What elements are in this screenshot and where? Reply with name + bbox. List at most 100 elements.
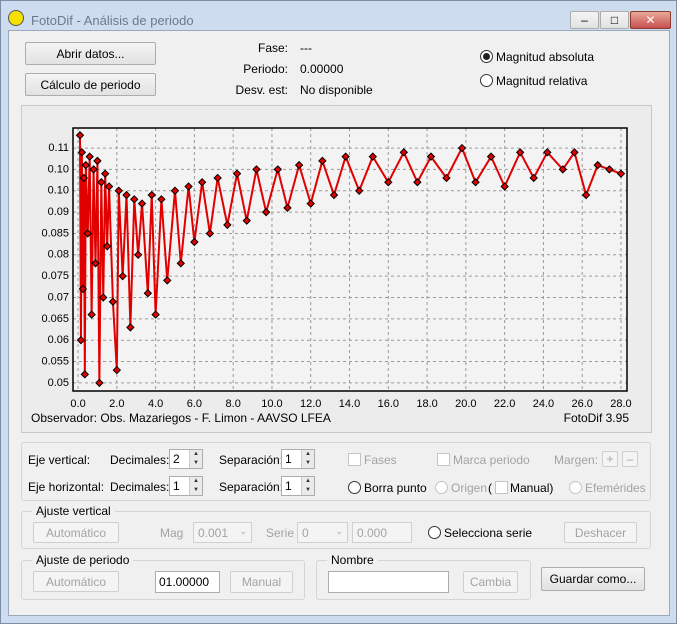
open-data-button[interactable]: Abrir datos... (25, 42, 156, 65)
radio-button[interactable] (348, 481, 361, 494)
checkbox[interactable] (437, 453, 450, 466)
text-input[interactable]: 01.00000 (155, 571, 220, 593)
data-point (232, 169, 242, 178)
close-button[interactable]: ✕ (630, 11, 671, 29)
x-tick-label: 10.0 (261, 398, 282, 410)
data-point (126, 323, 135, 332)
data-point (306, 199, 315, 208)
spin-value: 1 (285, 452, 292, 466)
radio-label: Magnitud absoluta (496, 50, 595, 64)
data-point (122, 190, 131, 200)
y-tick-label: 0.08 (48, 249, 69, 261)
undo-button[interactable]: Deshacer (564, 522, 637, 543)
data-point (384, 178, 393, 187)
data-point (176, 259, 186, 268)
y-tick-label: 0.09 (48, 206, 69, 218)
radio-button[interactable] (428, 526, 441, 539)
label: Decimales: (110, 453, 170, 467)
data-point (83, 229, 92, 238)
data-point (184, 182, 193, 191)
radio-button[interactable] (569, 481, 582, 494)
input-value: 01.00000 (159, 575, 210, 589)
spin-value: 1 (285, 479, 292, 493)
group-title: Ajuste vertical (32, 504, 115, 518)
radio-button[interactable] (480, 50, 493, 63)
combo-box[interactable]: 0 ⌄ (297, 522, 348, 543)
auto-button[interactable]: Automático (33, 522, 119, 543)
data-point (190, 237, 199, 247)
x-tick-label: 6.0 (187, 398, 202, 410)
data-point (147, 190, 156, 200)
x-tick-label: 24.0 (533, 398, 554, 410)
data-point (558, 165, 568, 174)
data-point (261, 207, 271, 217)
checkbox[interactable] (348, 453, 361, 466)
data-point (80, 370, 90, 379)
radio-label: Origen (451, 481, 488, 495)
data-point (87, 310, 96, 319)
info-label: Fase: (257, 41, 288, 55)
data-point (543, 148, 552, 157)
y-tick-label: 0.10 (48, 185, 69, 197)
y-tick-label: 0.055 (41, 355, 69, 367)
group-title: Nombre (327, 553, 378, 567)
radio-button[interactable] (435, 481, 448, 494)
x-tick-label: 4.0 (148, 398, 163, 410)
spin-box[interactable]: 0.000 (352, 522, 412, 543)
label: Eje vertical: (28, 453, 91, 467)
data-point (75, 131, 85, 140)
data-point (283, 203, 292, 213)
y-tick-label: 0.11 (48, 142, 69, 154)
y-tick-label: 0.07 (48, 291, 69, 303)
combo-box[interactable]: 0.001 ⌄ (193, 522, 252, 543)
checkbox-label: Manual) (510, 481, 554, 495)
spin-box[interactable]: 1 ▲ ▼ (281, 449, 315, 469)
data-point (143, 289, 153, 298)
minimize-button[interactable]: – (570, 11, 599, 29)
data-point (133, 250, 143, 260)
radio-label: Magnitud relativa (496, 74, 588, 88)
info-label: Periodo: (243, 62, 288, 76)
change-button[interactable]: Cambia (463, 571, 518, 593)
maximize-button[interactable]: □ (600, 11, 629, 29)
vertical-adjust-group: Ajuste vertical (21, 504, 651, 549)
data-point (294, 160, 304, 170)
minus-button[interactable]: – (622, 451, 638, 467)
window-title: FotoDif - Análisis de periodo (31, 13, 194, 28)
period-calc-button[interactable]: Cálculo de periodo (25, 73, 156, 96)
y-tick-label: 0.065 (41, 313, 69, 325)
data-point (104, 182, 114, 191)
info-label: Desv. est: (235, 83, 288, 97)
spin-box[interactable]: 1 ▲ ▼ (281, 476, 315, 496)
name-group: Nombre (316, 553, 531, 600)
x-tick-label: 26.0 (571, 398, 592, 410)
data-point (252, 165, 261, 174)
data-point (137, 199, 147, 208)
data-point (500, 182, 509, 191)
label: Margen: (554, 453, 599, 467)
radio-label: Efemérides (585, 481, 646, 495)
save-as-button[interactable]: Guardar como... (541, 567, 645, 591)
data-point (593, 160, 602, 170)
checkbox[interactable] (495, 481, 508, 494)
auto-button[interactable]: Automático (33, 571, 119, 592)
data-point (77, 148, 87, 157)
spin-box[interactable]: 2 ▲ ▼ (169, 449, 203, 469)
data-point (130, 195, 139, 204)
text-input[interactable] (328, 571, 449, 593)
data-point (108, 297, 118, 306)
manual-button[interactable]: Manual (230, 571, 293, 593)
data-point (457, 143, 467, 153)
plus-button[interactable]: + (602, 451, 618, 467)
data-point (170, 186, 180, 195)
y-tick-label: 0.085 (41, 227, 69, 239)
checkbox-label: Fases (364, 453, 397, 467)
x-tick-label: 14.0 (339, 398, 360, 410)
data-point (118, 271, 127, 281)
radio-button[interactable] (480, 74, 493, 87)
data-point (197, 178, 207, 187)
spin-box[interactable]: 1 ▲ ▼ (169, 476, 203, 496)
data-point (318, 156, 327, 166)
data-point (205, 229, 215, 238)
data-point (426, 152, 436, 161)
